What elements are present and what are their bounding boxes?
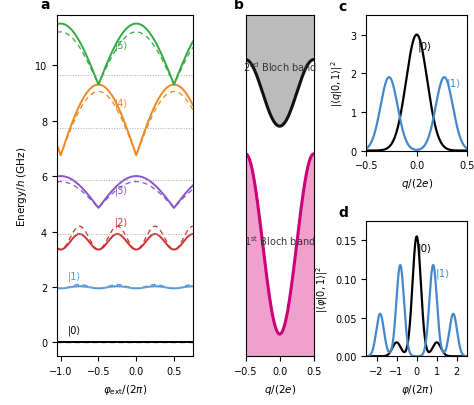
Text: |0⟩: |0⟩: [418, 41, 432, 52]
Text: |4⟩: |4⟩: [115, 98, 128, 109]
Text: b: b: [234, 0, 243, 13]
X-axis label: $\varphi/(2\pi)$: $\varphi/(2\pi)$: [401, 382, 433, 396]
X-axis label: $q/(2e)$: $q/(2e)$: [264, 382, 296, 396]
Text: $2^{\mathrm{nd}}$ Bloch band: $2^{\mathrm{nd}}$ Bloch band: [243, 60, 317, 74]
Text: |2⟩: |2⟩: [115, 217, 128, 228]
X-axis label: $q/(2e)$: $q/(2e)$: [401, 177, 433, 190]
Text: |1⟩: |1⟩: [435, 269, 449, 279]
Text: d: d: [338, 205, 348, 219]
Text: |3⟩: |3⟩: [115, 185, 128, 196]
Y-axis label: Energy/$h$ (GHz): Energy/$h$ (GHz): [15, 146, 29, 226]
Y-axis label: $|\langle \varphi|0,1\rangle|^2$: $|\langle \varphi|0,1\rangle|^2$: [314, 266, 330, 312]
Y-axis label: $|\langle q|0,1\rangle|^2$: $|\langle q|0,1\rangle|^2$: [329, 60, 345, 107]
Text: |0⟩: |0⟩: [418, 243, 432, 254]
Text: $1^{\mathrm{st}}$ Bloch band: $1^{\mathrm{st}}$ Bloch band: [244, 234, 316, 248]
Text: a: a: [41, 0, 50, 13]
X-axis label: $\varphi_{\mathrm{ext}}/(2\pi)$: $\varphi_{\mathrm{ext}}/(2\pi)$: [103, 382, 147, 396]
Text: |1⟩: |1⟩: [68, 271, 82, 282]
Text: c: c: [338, 0, 346, 14]
Text: |0⟩: |0⟩: [68, 325, 82, 336]
Text: |5⟩: |5⟩: [115, 40, 128, 51]
Text: |1⟩: |1⟩: [447, 79, 461, 89]
